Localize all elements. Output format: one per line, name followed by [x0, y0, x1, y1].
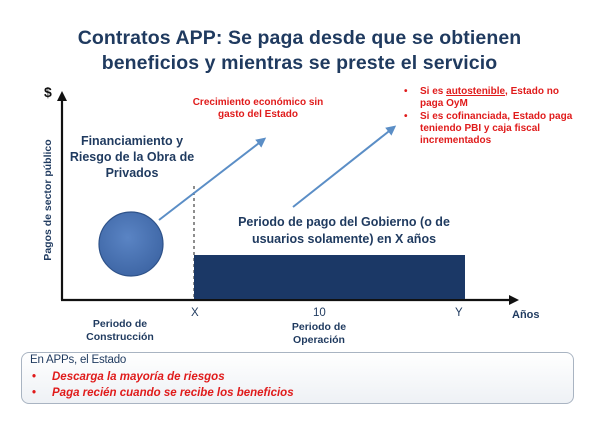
y-axis-label-text: Pagos de sector público: [42, 139, 54, 261]
x-tick-x: X: [191, 307, 199, 319]
x-tick-10: 10: [313, 307, 326, 319]
summary-item: Descarga la mayoría de riesgos: [30, 369, 294, 385]
condition-prefix: Si es: [420, 86, 447, 97]
growth-label: Crecimiento económico sin gasto del Esta…: [192, 97, 324, 120]
title-line-2: beneficios y mientras se preste el servi…: [101, 52, 498, 74]
condition-item: Si es autostenible, Estado no paga OyM: [404, 86, 574, 110]
growth-arrow-1: [158, 137, 267, 221]
payment-period-label: Periodo de pago del Gobierno (o de usuar…: [238, 215, 450, 246]
summary-item: Paga recién cuando se recibe los benefic…: [30, 385, 294, 401]
operation-period-label: Periodo de Operación: [291, 321, 347, 346]
financing-label: Financiamiento y Riesgo de la Obra de Pr…: [69, 134, 195, 180]
growth-arrow-2: [292, 125, 397, 208]
x-axis-label: Años: [512, 309, 540, 321]
summary-box: En APPs, el Estado Descarga la mayoría d…: [21, 352, 574, 404]
construction-circle: [98, 211, 164, 277]
condition-text: Si es cofinanciada, Estado paga teniendo…: [420, 111, 573, 146]
x-tick-y: Y: [455, 307, 463, 319]
condition-emphasis: autostenible: [446, 86, 506, 97]
y-axis-symbol: $: [44, 84, 52, 100]
condition-item: Si es cofinanciada, Estado paga teniendo…: [404, 111, 574, 147]
summary-heading: En APPs, el Estado: [30, 354, 127, 366]
payment-bar: [194, 255, 465, 299]
construction-period-label: Periodo de Construcción: [86, 318, 154, 343]
summary-list: Descarga la mayoría de riesgos Paga reci…: [30, 369, 294, 401]
conditions-list: Si es autostenible, Estado no paga OyM S…: [404, 86, 574, 148]
slide-title: Contratos APP: Se paga desde que se obti…: [0, 26, 599, 76]
condition-suffix: , Estado no paga OyM: [420, 86, 559, 109]
title-line-1: Contratos APP: Se paga desde que se obti…: [77, 27, 522, 49]
